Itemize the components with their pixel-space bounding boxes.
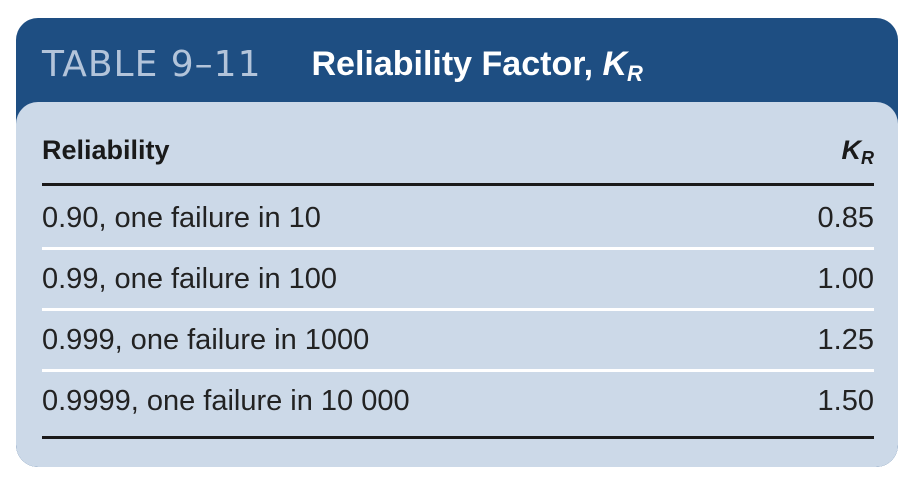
kr-cell: 1.50 [817, 384, 874, 417]
table-row: 0.99, one failure in 100 1.00 [42, 250, 874, 308]
kr-cell: 1.00 [817, 262, 874, 295]
table-title-subscript: R [627, 60, 643, 86]
table-title: Reliability Factor, KR [311, 44, 643, 86]
column-header-reliability: Reliability [42, 134, 170, 165]
table-body-panel: Reliability KR 0.90, one failure in 10 0… [16, 102, 898, 467]
table-row: 0.999, one failure in 1000 1.25 [42, 311, 874, 369]
reliability-cell: 0.99, one failure in 100 [42, 262, 338, 295]
column-header-kr-symbol: K [841, 134, 862, 165]
kr-cell: 0.85 [817, 201, 874, 234]
table-card: TABLE 9–11 Reliability Factor, KR Reliab… [16, 18, 898, 467]
table-row: 0.9999, one failure in 10 000 1.50 [42, 372, 874, 430]
column-header-kr-subscript: R [861, 147, 874, 168]
table-title-symbol: K [602, 44, 628, 83]
column-header-kr: KR [841, 134, 875, 168]
bottom-rule [42, 436, 874, 439]
table-row: 0.90, one failure in 10 0.85 [42, 189, 874, 247]
header-rule [42, 183, 874, 186]
row-divider [42, 308, 874, 311]
row-divider [42, 369, 874, 372]
row-divider [42, 247, 874, 250]
kr-cell: 1.25 [817, 323, 874, 356]
table-number: TABLE 9–11 [42, 43, 262, 85]
reliability-cell: 0.90, one failure in 10 [42, 201, 321, 234]
column-header-row: Reliability KR [42, 130, 874, 170]
table-caption: TABLE 9–11 Reliability Factor, KR [42, 28, 643, 100]
reliability-cell: 0.999, one failure in 1000 [42, 323, 370, 356]
table-title-text: Reliability Factor, [311, 44, 603, 83]
reliability-cell: 0.9999, one failure in 10 000 [42, 384, 410, 417]
